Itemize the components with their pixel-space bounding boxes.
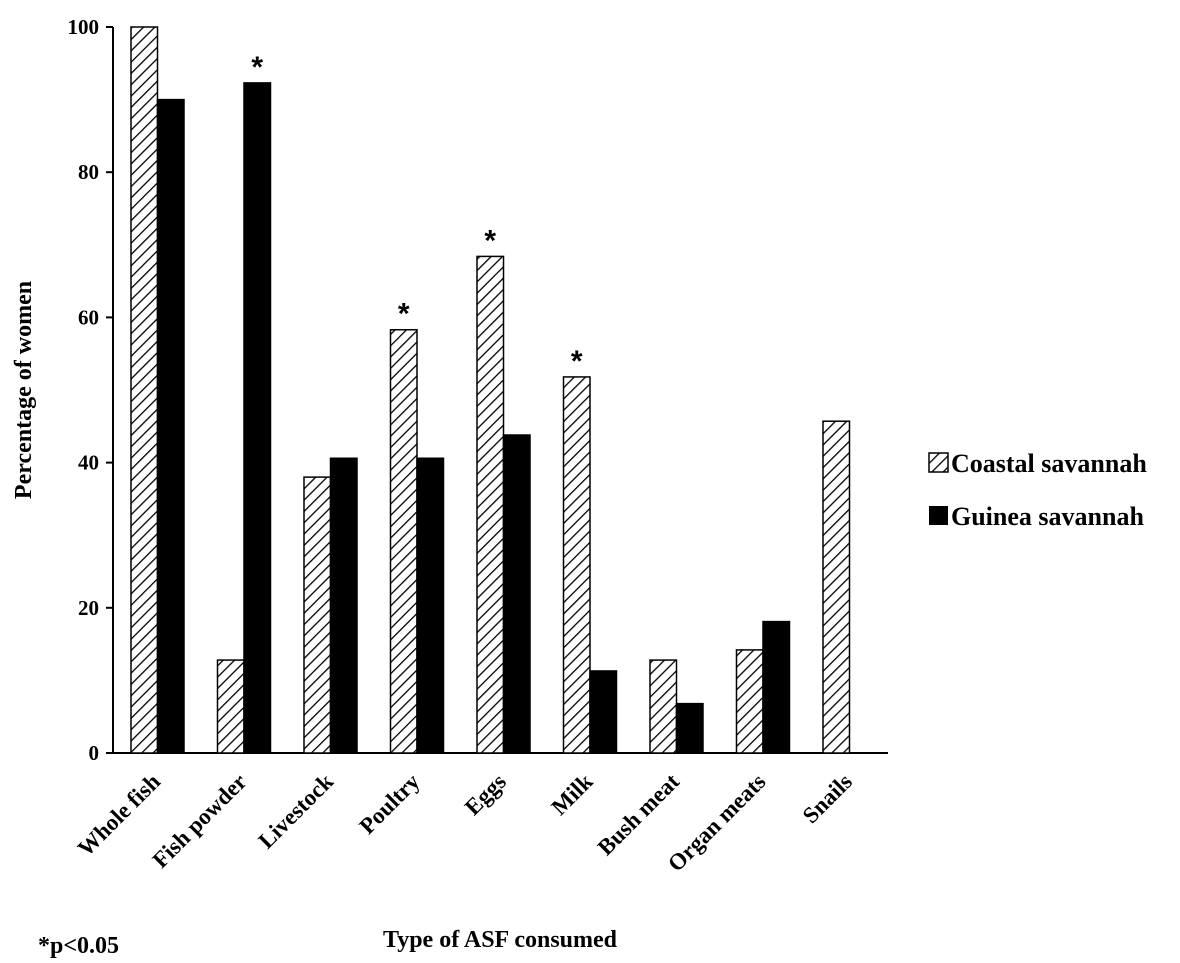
x-tick-label: Eggs	[460, 769, 511, 820]
x-tick-label: Fish powder	[148, 769, 252, 873]
bar-guinea	[156, 98, 185, 754]
x-tick-label: Livestock	[253, 769, 338, 854]
bar-coastal	[130, 26, 159, 754]
x-tick-label: Poultry	[354, 769, 424, 839]
x-tick-label: Bush meat	[593, 769, 685, 861]
bar-guinea	[416, 457, 445, 754]
bar-coastal	[735, 649, 764, 754]
significance-marker: *	[571, 345, 583, 378]
bar-coastal	[562, 376, 591, 754]
legend-swatch-coastal	[928, 452, 949, 473]
significance-marker: *	[398, 298, 410, 331]
y-tick-label: 20	[78, 596, 99, 620]
bar-coastal	[303, 476, 332, 754]
y-tick-label: 0	[89, 741, 100, 765]
bar-coastal	[649, 659, 678, 754]
y-tick-label: 100	[68, 15, 100, 39]
y-tick-label: 40	[78, 451, 99, 475]
bar-guinea	[675, 702, 704, 754]
y-tick-label: 60	[78, 305, 99, 329]
legend-swatch-guinea	[929, 506, 948, 525]
y-axis-title: Percentage of women	[11, 281, 37, 499]
significance-marker: *	[484, 224, 496, 257]
bar-guinea	[329, 457, 358, 754]
bar-guinea	[589, 670, 618, 754]
legend: Coastal savannah Guinea savannah	[928, 449, 1147, 531]
bar-guinea	[762, 620, 791, 754]
bar-coastal	[389, 328, 418, 754]
legend-label-coastal: Coastal savannah	[951, 449, 1147, 478]
bar-coastal	[476, 255, 505, 754]
bar-guinea	[243, 82, 272, 754]
y-tick-label: 80	[78, 160, 99, 184]
legend-label-guinea: Guinea savannah	[951, 502, 1144, 531]
bar-coastal	[822, 420, 851, 754]
bar-guinea	[502, 434, 531, 754]
x-tick-label: Whole fish	[73, 769, 165, 861]
x-axis-title: Type of ASF consumed	[383, 927, 618, 953]
significance-marker: *	[251, 51, 263, 84]
x-tick-label: Snails	[798, 769, 857, 828]
bar-coastal	[216, 659, 245, 754]
footnote: *p<0.05	[38, 933, 119, 959]
x-tick-label: Milk	[546, 769, 597, 820]
